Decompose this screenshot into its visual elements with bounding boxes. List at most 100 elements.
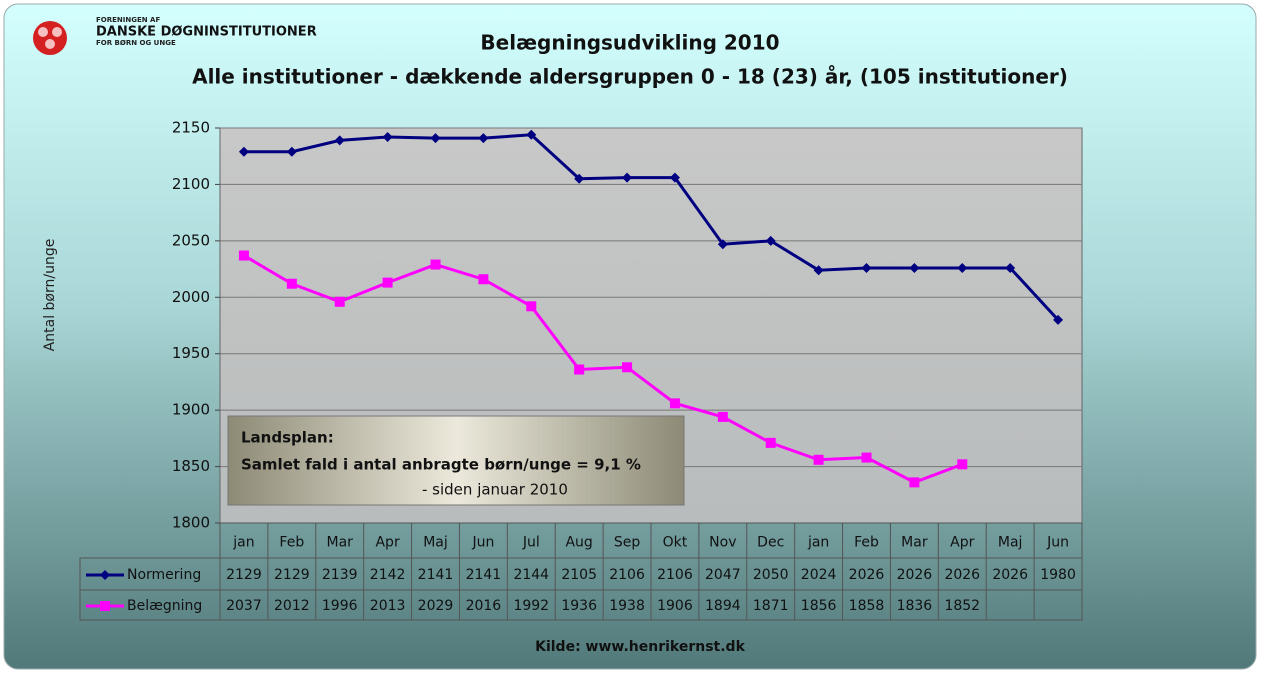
point <box>765 235 776 246</box>
point <box>382 277 393 288</box>
point <box>430 259 441 270</box>
table-value: 1936 <box>561 598 597 614</box>
table-value: 2139 <box>322 567 358 583</box>
table-value: 2026 <box>897 567 933 583</box>
point <box>622 172 633 183</box>
point <box>334 296 345 307</box>
table-value: 2141 <box>466 567 502 583</box>
point <box>717 411 728 422</box>
point <box>382 132 393 143</box>
x-tick-label: Mar <box>327 535 354 551</box>
point <box>430 133 441 144</box>
logo-text: DANSKE DØGNINSTITUTIONER <box>96 25 317 40</box>
table-value: 2142 <box>370 567 406 583</box>
point <box>574 173 585 184</box>
point <box>1053 314 1064 325</box>
chart-subtitle: Alle institutioner - dækkende aldersgrup… <box>192 65 1068 89</box>
point <box>238 250 249 261</box>
x-tick-label: Maj <box>998 535 1023 551</box>
point <box>909 262 920 273</box>
table-value: 1938 <box>609 598 645 614</box>
point <box>574 364 585 375</box>
point <box>478 133 489 144</box>
table-value: 2129 <box>226 567 262 583</box>
table-value: 2026 <box>992 567 1028 583</box>
table-value: 2037 <box>226 598 262 614</box>
legend-label: Belægning <box>127 598 202 614</box>
table-value: 1906 <box>657 598 693 614</box>
annotation-text: Landsplan: <box>241 429 334 447</box>
x-tick-label: Jun <box>1046 535 1069 551</box>
y-tick-label: 2100 <box>172 175 210 193</box>
table-value: 1996 <box>322 598 358 614</box>
table-value: 2012 <box>274 598 310 614</box>
chart-title: Belægningsudvikling 2010 <box>480 31 779 55</box>
point <box>100 570 110 580</box>
series-line <box>243 254 963 485</box>
logo-icon <box>33 21 67 55</box>
point <box>957 459 968 470</box>
table-value: 2105 <box>561 567 597 583</box>
table-value: 2129 <box>274 567 310 583</box>
point <box>861 452 872 463</box>
logo-text: FOR BØRN OG UNGE <box>96 39 176 47</box>
x-tick-label: Apr <box>375 535 399 551</box>
point <box>238 146 249 157</box>
annotation-text: Samlet fald i antal anbragte børn/unge =… <box>241 456 641 474</box>
table-value: 2013 <box>370 598 406 614</box>
point <box>100 601 110 611</box>
x-tick-label: Okt <box>663 535 688 551</box>
point <box>909 477 920 488</box>
point <box>286 278 297 289</box>
table-value: 2141 <box>418 567 454 583</box>
x-tick-label: Nov <box>709 535 736 551</box>
table-value: 1992 <box>513 598 549 614</box>
point <box>717 239 728 250</box>
point <box>861 262 872 273</box>
table-value: 2026 <box>849 567 885 583</box>
table-value: 2050 <box>753 567 789 583</box>
point <box>765 437 776 448</box>
table-value: 2047 <box>705 567 741 583</box>
table-value: 2016 <box>466 598 502 614</box>
point <box>813 454 824 465</box>
x-tick-label: Maj <box>423 535 448 551</box>
point <box>669 398 680 409</box>
x-tick-label: Dec <box>757 535 784 551</box>
table-value: 1858 <box>849 598 885 614</box>
point <box>526 301 537 312</box>
y-axis-label: Antal børn/unge <box>42 239 58 352</box>
y-tick-label: 1800 <box>172 514 210 532</box>
point <box>334 135 345 146</box>
table-value: 2106 <box>609 567 645 583</box>
x-tick-label: Jul <box>522 535 540 551</box>
annotation-text: - siden januar 2010 <box>422 481 568 499</box>
x-tick-label: Mar <box>901 535 928 551</box>
annotation-box <box>227 415 685 506</box>
x-tick-label: Jun <box>471 535 494 551</box>
table-value: 2144 <box>513 567 549 583</box>
table-value: 1980 <box>1040 567 1076 583</box>
legend-label: Normering <box>127 567 201 583</box>
y-tick-label: 1850 <box>172 457 210 475</box>
y-tick-label: 1900 <box>172 401 210 419</box>
table-value: 1894 <box>705 598 741 614</box>
table-value: 1856 <box>801 598 837 614</box>
y-tick-label: 2000 <box>172 288 210 306</box>
table-value: 2029 <box>418 598 454 614</box>
point <box>669 172 680 183</box>
point <box>957 262 968 273</box>
y-tick-label: 2050 <box>172 231 210 249</box>
point <box>622 362 633 373</box>
logo-text: FORENINGEN AF <box>96 16 160 24</box>
x-tick-label: jan <box>807 535 829 551</box>
x-tick-label: Aug <box>565 535 592 551</box>
point <box>813 265 824 276</box>
table-value: 2026 <box>944 567 980 583</box>
x-tick-label: Sep <box>614 535 641 551</box>
y-tick-label: 1950 <box>172 344 210 362</box>
series-line <box>243 133 1060 321</box>
source: Kilde: www.henrikernst.dk <box>535 639 745 655</box>
